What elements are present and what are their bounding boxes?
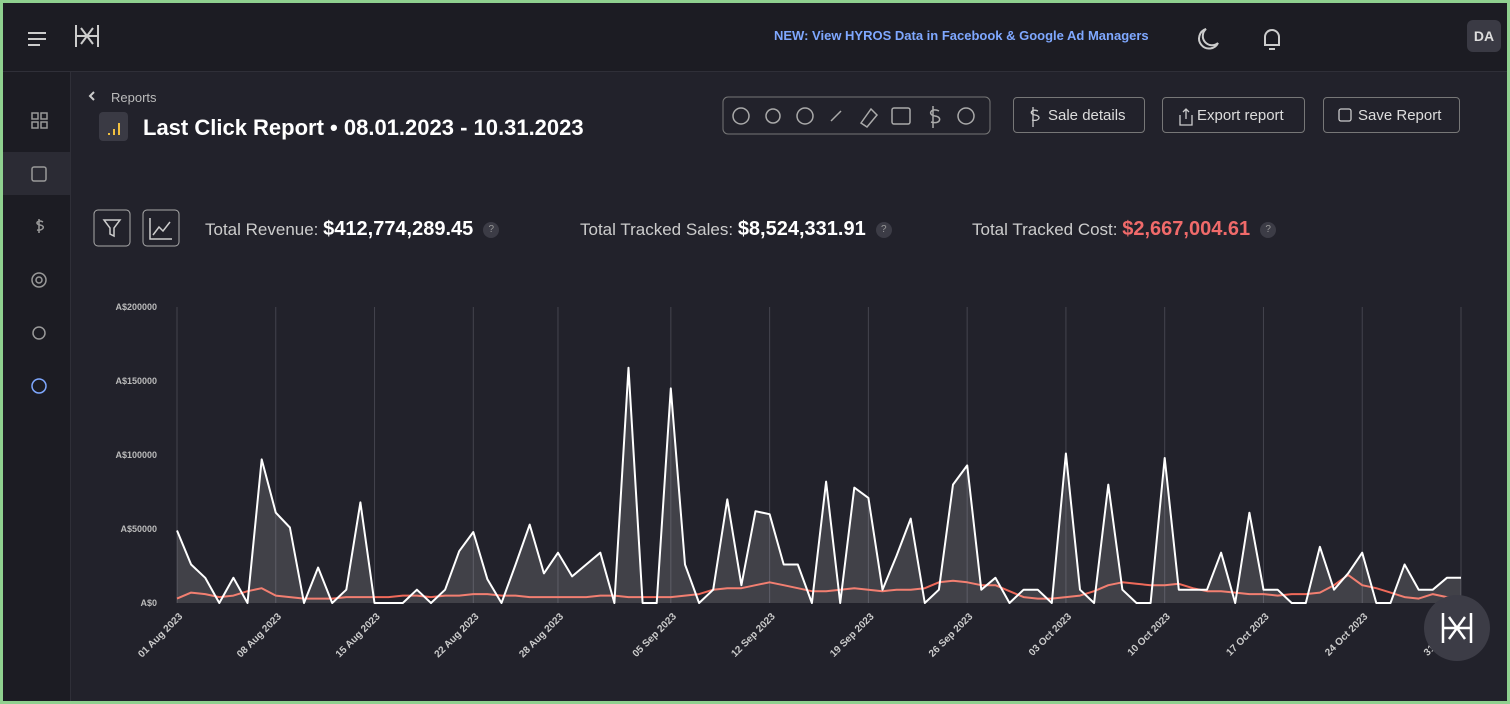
metric: Total Tracked Cost: $2,667,004.61? <box>972 218 1277 241</box>
filter-icon <box>102 219 122 238</box>
save-icon <box>1338 108 1352 122</box>
help-icon[interactable]: ? <box>1260 222 1277 238</box>
series-line <box>176 573 1461 600</box>
report-title: Last Click Report • 08.01.2023 - 10.31.2… <box>143 115 584 140</box>
series-line <box>176 366 1461 604</box>
x-tick-label: 15 Aug 2023 <box>334 611 383 660</box>
filter-button[interactable] <box>93 209 131 247</box>
app: NEW: View HYROS Data in Facebook & Googl… <box>3 3 1507 701</box>
metric-value: $412,774,289.45 <box>323 218 474 240</box>
x-tick-label: 05 Sep 2023 <box>631 611 680 660</box>
overlay: 01 Aug 2023 08 Aug 2023 15 Aug 2023 22 Aug … <box>3 25 1490 661</box>
x-tick-label: 08 Aug 2023 <box>235 611 284 660</box>
y-tick-label: A$200000 <box>115 302 157 312</box>
x-tick-label: 12 Sep 2023 <box>729 611 778 660</box>
dollar-icon <box>1030 107 1040 127</box>
chart-icon <box>149 218 172 240</box>
sidebar-active <box>3 152 70 195</box>
icons <box>3 25 1352 394</box>
help-icon[interactable]: ? <box>483 222 500 238</box>
logo <box>75 25 99 47</box>
chart-toggle-button[interactable] <box>142 209 180 247</box>
x-tick-label: 24 Oct 2023 <box>1323 611 1370 658</box>
y-tick-label: A$150000 <box>115 376 157 386</box>
x-tick-label: 19 Sep 2023 <box>828 611 877 660</box>
sale-details-button[interactable]: Sale details <box>1013 97 1145 133</box>
area <box>177 367 1461 603</box>
avatar[interactable]: DA <box>1467 20 1501 52</box>
breadcrumb[interactable]: Reports <box>111 90 157 105</box>
metric-value: $8,524,331.91 <box>737 218 866 240</box>
y-tick-label: A$0 <box>140 598 157 608</box>
dark-mode-icon[interactable] <box>1198 28 1219 50</box>
announcement[interactable]: NEW: View HYROS Data in Facebook & Googl… <box>774 28 1149 43</box>
x-tick-label: 26 Sep 2023 <box>927 611 976 660</box>
metric: Total Revenue: $412,774,289.45? <box>205 218 500 241</box>
x-tick-label: 22 Aug 2023 <box>433 611 482 660</box>
report-icon-bars <box>108 123 120 135</box>
metric-label: Total Revenue: <box>205 220 319 239</box>
x-tick-label: 01 Aug 2023 <box>136 611 185 660</box>
launcher-logo <box>1441 613 1473 643</box>
export-button[interactable]: Export report <box>1162 97 1305 133</box>
chart: 01 Aug 2023 08 Aug 2023 15 Aug 2023 22 Aug … <box>115 302 1469 660</box>
x-tick-label: 03 Oct 2023 <box>1027 611 1074 658</box>
y-tick-label: A$50000 <box>120 524 157 534</box>
metric-label: Total Tracked Cost: <box>972 220 1118 239</box>
x-tick-label: 28 Aug 2023 <box>517 611 566 660</box>
top-bar: NEW: View HYROS Data in Facebook & Googl… <box>3 3 1507 72</box>
back-icon[interactable] <box>88 91 95 101</box>
metric-value: $2,667,004.61 <box>1122 218 1251 240</box>
bell-icon[interactable] <box>1264 29 1280 50</box>
attribution-toolbar[interactable] <box>722 96 991 135</box>
metric-label: Total Tracked Sales: <box>580 220 734 239</box>
menu-icon[interactable] <box>28 32 46 46</box>
x-tick-label: 10 Oct 2023 <box>1126 611 1173 658</box>
sidebar-check[interactable] <box>31 378 47 394</box>
export-icon <box>1179 108 1193 126</box>
x-tick-label: 17 Oct 2023 <box>1224 611 1271 658</box>
help-icon[interactable]: ? <box>875 222 892 238</box>
report-icon <box>99 112 128 141</box>
y-tick-label: A$100000 <box>115 450 157 460</box>
metric: Total Tracked Sales: $8,524,331.91? <box>580 218 892 241</box>
save-button[interactable]: Save Report <box>1323 97 1460 133</box>
